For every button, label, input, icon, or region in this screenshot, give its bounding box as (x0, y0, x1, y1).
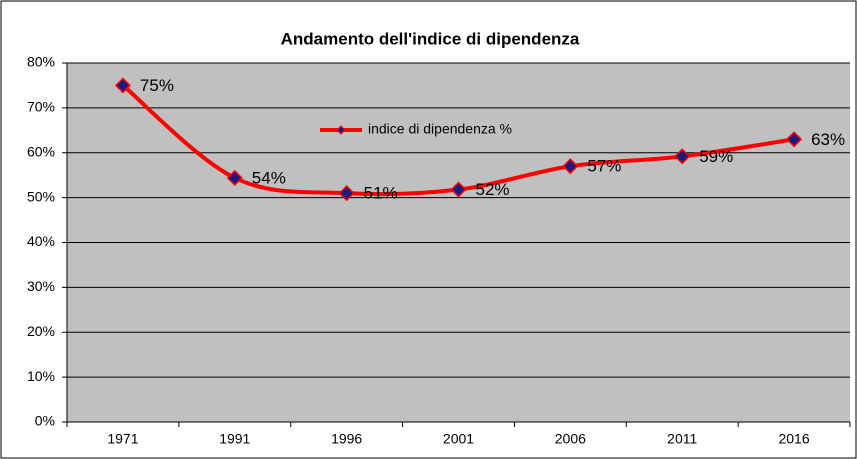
x-tick-label: 1971 (107, 431, 138, 447)
data-label: 59% (699, 147, 733, 166)
y-tick-label: 20% (27, 323, 55, 339)
x-tick-label: 2016 (778, 431, 809, 447)
point-marker (786, 131, 803, 148)
y-tick-label: 50% (27, 188, 55, 204)
x-tick-label: 2001 (443, 431, 474, 447)
y-tick-label: 60% (27, 143, 55, 159)
point-marker (450, 181, 467, 198)
x-tick-label: 1996 (331, 431, 362, 447)
data-label: 52% (476, 180, 510, 199)
legend-label: indice di dipendenza % (368, 121, 512, 137)
y-tick-label: 70% (27, 99, 55, 115)
data-label: 54% (252, 168, 286, 187)
legend-marker (336, 125, 346, 135)
y-tick-label: 0% (35, 413, 55, 429)
point-marker (674, 148, 691, 165)
data-label: 63% (811, 130, 845, 149)
point-marker (114, 77, 131, 94)
y-tick-label: 40% (27, 233, 55, 249)
x-tick-label: 1991 (219, 431, 250, 447)
point-marker (562, 158, 579, 175)
data-label: 75% (140, 76, 174, 95)
x-tick-label: 2006 (555, 431, 586, 447)
data-label: 51% (364, 184, 398, 203)
point-marker (338, 185, 355, 202)
x-tick-label: 2011 (667, 431, 697, 447)
y-tick-label: 10% (27, 368, 55, 384)
y-tick-label: 80% (27, 54, 55, 70)
chart-title: Andamento dell'indice di dipendenza (281, 29, 580, 48)
point-marker (226, 169, 243, 186)
data-label: 57% (587, 157, 621, 176)
y-tick-label: 30% (27, 278, 55, 294)
